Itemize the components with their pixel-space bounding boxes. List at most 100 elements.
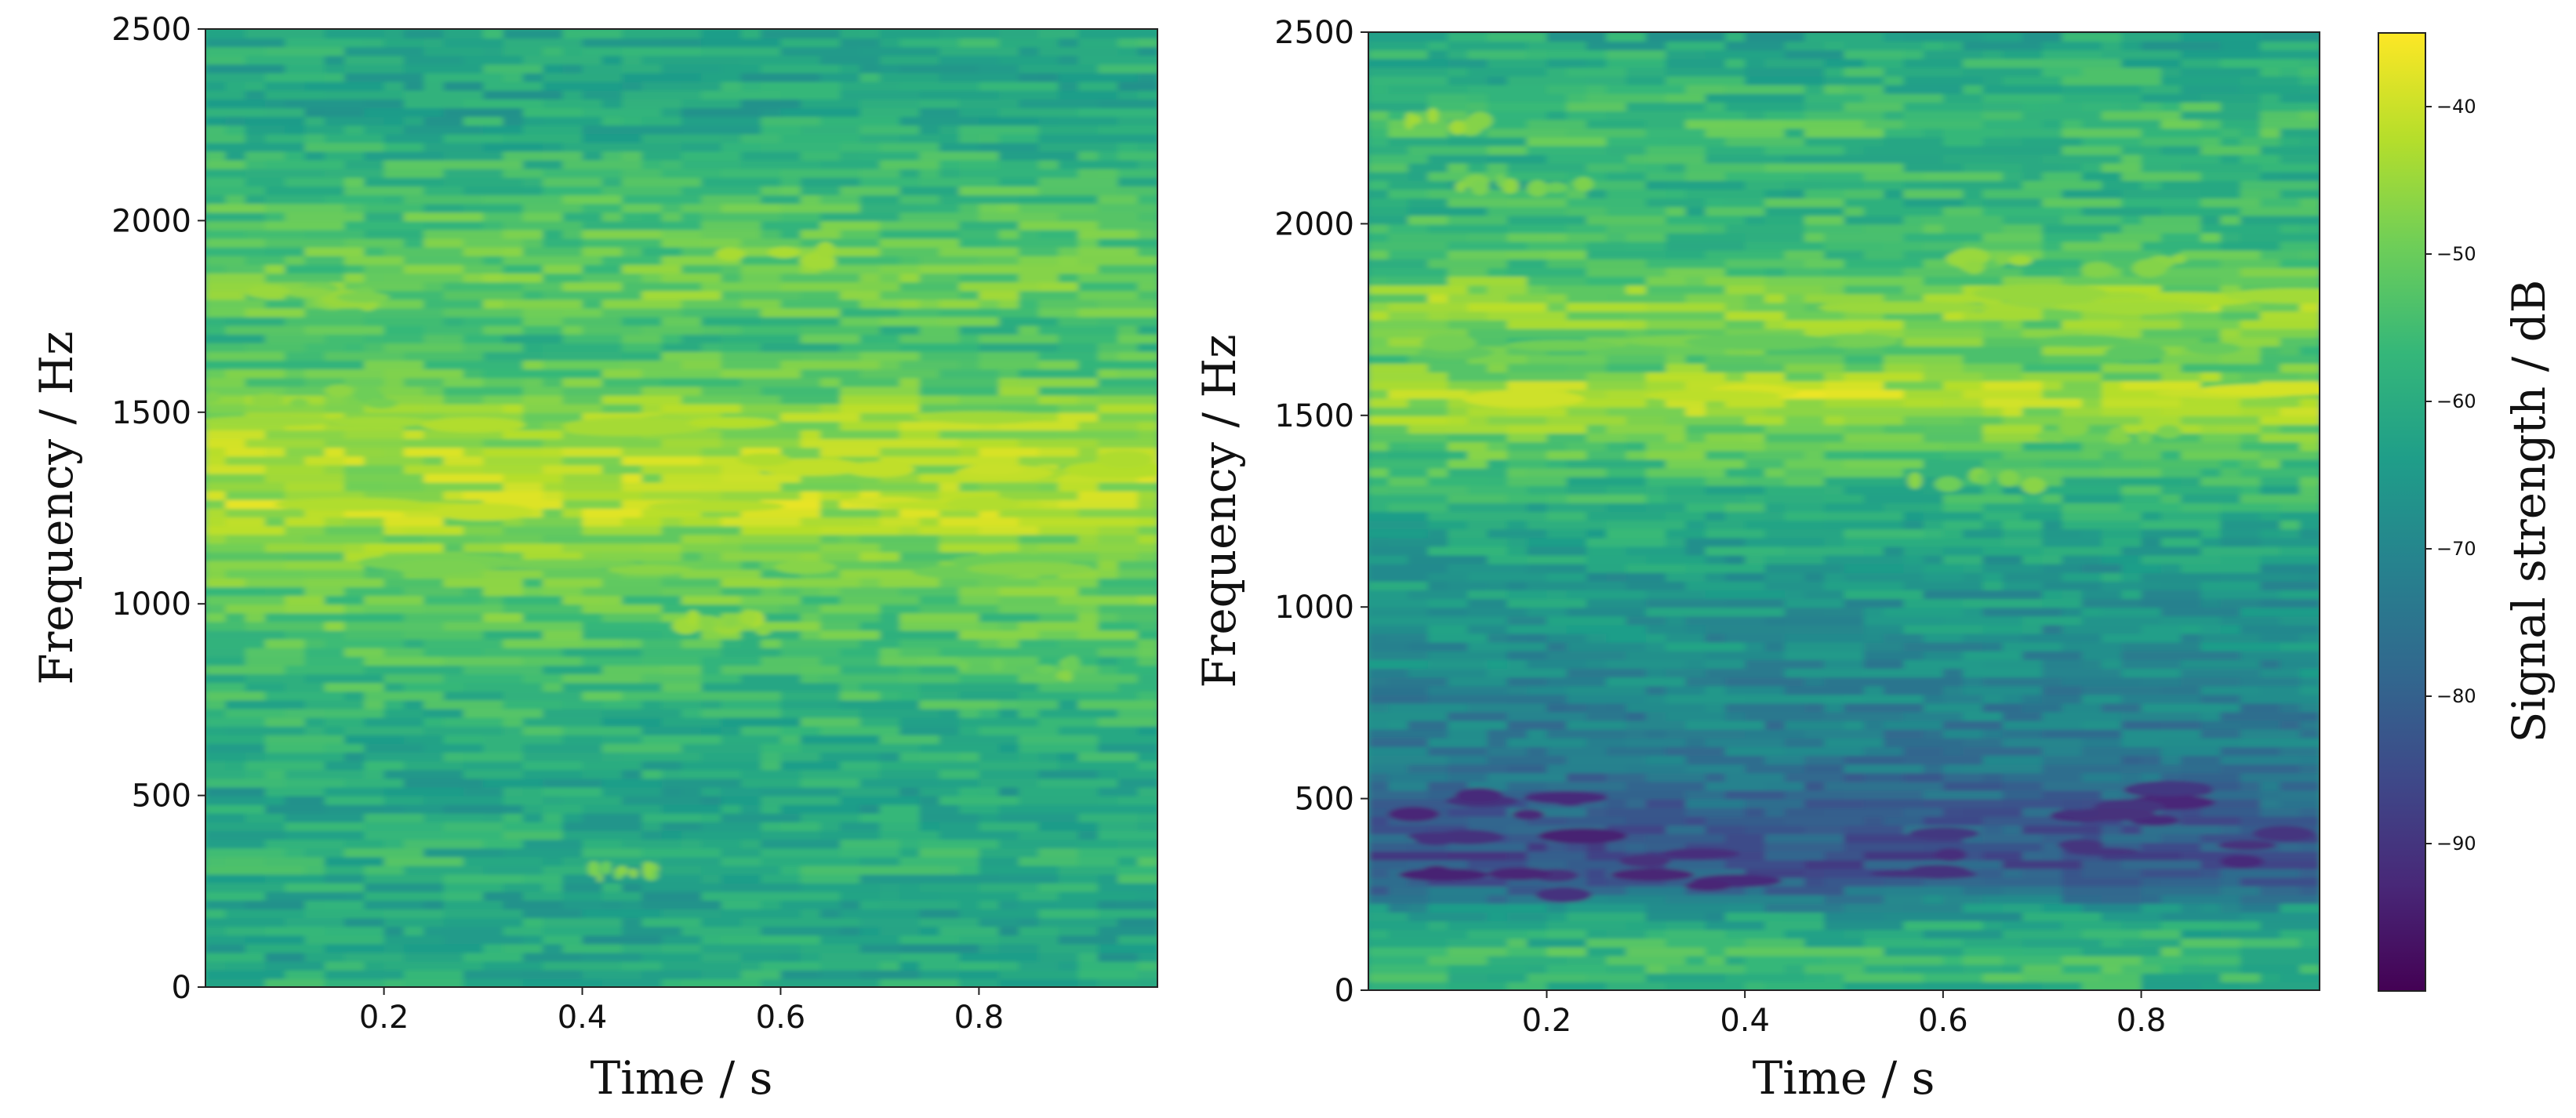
heatmap-cell [721,873,762,884]
heatmap-cell [2002,276,2063,286]
heatmap-cell [2042,685,2083,695]
heatmap-cell [1368,772,1390,782]
heatmap-cell [2299,842,2320,852]
heatmap-cell [1705,101,1726,111]
heatmap-cell [443,333,464,343]
heatmap-cell [225,856,266,866]
heatmap-cell [1098,926,1157,936]
bright-band [1995,252,2010,266]
heatmap-cell [1824,912,1884,922]
heatmap-cell [2200,136,2222,147]
heatmap-cell [1506,249,1548,260]
heatmap-cell [1408,720,1448,730]
heatmap-cell [1923,981,2004,990]
heatmap-cell [1506,363,1568,373]
heatmap-cell [1448,842,1528,852]
bright-band [957,660,969,671]
heatmap-cell [2081,101,2123,111]
heatmap-cell [1487,755,1568,765]
heatmap-cell [1058,38,1079,48]
heatmap-cell [1117,46,1139,56]
heatmap-cell [2299,728,2320,739]
heatmap-cell [1884,607,1964,617]
heatmap-cell [622,595,682,605]
heatmap-cell [1942,180,2023,190]
heatmap-cell [1724,93,1805,103]
heatmap-cell [1506,215,1587,225]
heatmap-cell [562,89,583,100]
heatmap-cell [879,612,901,623]
heatmap-cell [1923,590,1984,600]
heatmap-cell [998,638,1019,648]
heatmap-cell [463,246,504,256]
heatmap-cell [225,116,246,126]
heatmap-cell [1586,41,1667,51]
heatmap-cell [1448,67,1469,77]
bright-band [966,561,1093,576]
heatmap-cell [443,307,524,318]
heatmap-cell [2200,145,2262,155]
heatmap-cell [543,255,603,265]
heatmap-cell [2299,67,2320,77]
heatmap-cell [1448,372,1488,382]
heatmap-cell [1923,171,2004,181]
heatmap-cell [543,534,583,544]
heatmap-cell [1137,46,1157,56]
heatmap-cell [205,64,286,74]
heatmap-cell [761,386,841,396]
heatmap-cell [1645,467,1706,477]
heatmap-cell [661,525,742,535]
heatmap-cell [2102,450,2123,460]
heatmap-cell [701,481,782,492]
heatmap-cell [2062,276,2142,286]
heatmap-cell [264,786,325,797]
heatmap-cell [2160,354,2222,365]
heatmap-cell [979,760,1059,771]
heatmap-cell [1645,285,1726,295]
heatmap-cell [1745,894,1826,904]
heatmap-cell [661,473,722,483]
heatmap-cell [1137,194,1157,205]
heatmap-cell [582,848,643,858]
heatmap-cell [2220,702,2241,713]
heatmap-cell [264,769,286,779]
heatmap-cell [2042,902,2083,913]
heatmap-cell [1137,38,1157,48]
heatmap-cell [1764,902,1845,913]
heatmap-cell [1117,935,1157,945]
heatmap-cell [285,481,306,492]
heatmap-cell [1368,450,1390,460]
heatmap-cell [2260,302,2301,312]
heatmap-cell [622,456,703,466]
heatmap-cell [2299,372,2320,382]
heatmap-cell [483,125,524,135]
heatmap-cell [582,125,623,135]
heatmap-cell [324,795,385,805]
heatmap-cell [2141,41,2222,51]
heatmap-cell [840,490,861,500]
bright-band [1495,173,1506,188]
bright-band [1644,390,1782,401]
heatmap-cell [483,734,564,744]
heatmap-cell [1764,354,1845,365]
heatmap-cell [740,325,801,335]
heatmap-cell [304,655,365,666]
heatmap-cell [899,168,921,178]
heatmap-cell [245,125,286,135]
heatmap-cell [2220,423,2262,434]
heatmap-cell [979,769,1040,779]
heatmap-cell [1448,964,1528,974]
bright-band [739,609,758,626]
x-tick-label: 0.6 [1918,1003,1968,1039]
heatmap-cell [879,769,940,779]
heatmap-cell [1963,389,2044,399]
heatmap-cell [879,333,901,343]
heatmap-cell [2280,798,2320,808]
heatmap-cell [2280,902,2320,913]
heatmap-cell [344,586,405,597]
bright-band [692,615,722,629]
heatmap-cell [1685,276,1706,286]
heatmap-cell [1546,84,1587,94]
heatmap-cell [1705,659,1746,669]
heatmap-cell [1685,84,1726,94]
